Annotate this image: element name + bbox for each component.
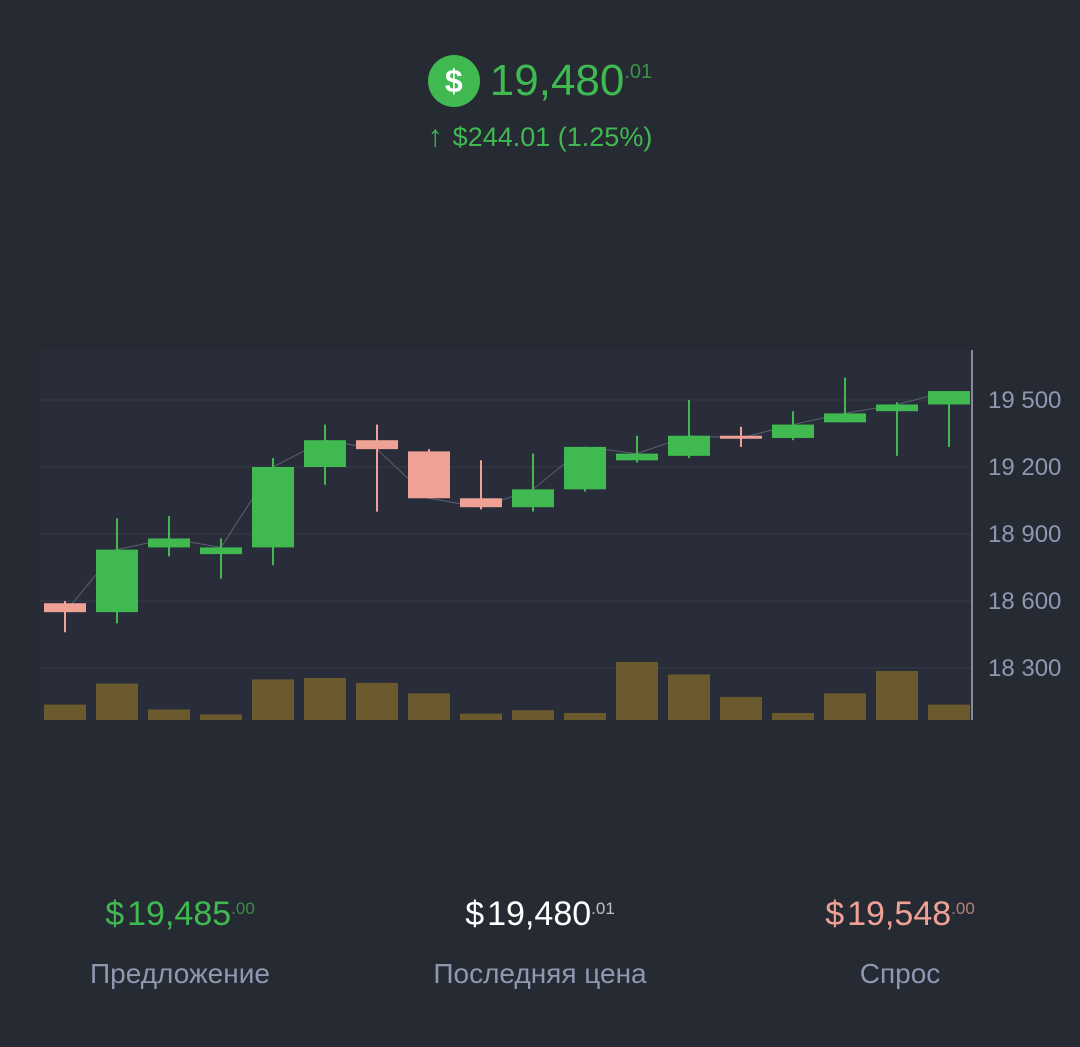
y-tick-label: 18 600 bbox=[988, 588, 1061, 615]
ask-currency: $ bbox=[825, 895, 845, 933]
volume-bar bbox=[876, 671, 918, 720]
volume-bar bbox=[252, 679, 294, 720]
stats-bar: $ 19,485 .00 Предложение $ 19,480 .01 По… bbox=[0, 895, 1080, 1015]
volume-bar bbox=[928, 704, 970, 720]
candle-body bbox=[200, 547, 242, 555]
bid-whole: 19,485 bbox=[127, 895, 232, 933]
bid-label: Предложение bbox=[90, 958, 270, 989]
volume-bar bbox=[668, 674, 710, 720]
bid-cents: .00 bbox=[231, 899, 255, 918]
last-cents: .01 bbox=[591, 899, 615, 918]
candlestick-chart[interactable]: 19 500 19 200 18 900 18 600 18 300 bbox=[0, 340, 1080, 730]
volume-bar bbox=[616, 661, 658, 720]
volume-bar bbox=[304, 678, 346, 720]
candle-body bbox=[616, 453, 658, 461]
candle-body bbox=[44, 603, 86, 613]
volume-bar bbox=[96, 683, 138, 720]
candle-body bbox=[252, 467, 294, 548]
volume-bar bbox=[512, 710, 554, 720]
plot-area bbox=[40, 350, 972, 720]
y-tick-label: 18 900 bbox=[988, 521, 1061, 548]
volume-bar bbox=[824, 693, 866, 720]
price-change-text: $244.01 (1.25%) bbox=[452, 121, 653, 152]
candle-body bbox=[356, 440, 398, 450]
candle-body bbox=[928, 391, 970, 405]
candle-body bbox=[460, 498, 502, 508]
candle-body bbox=[824, 413, 866, 423]
volume-bar bbox=[564, 713, 606, 720]
bid-currency: $ bbox=[105, 895, 125, 933]
candle-body bbox=[668, 435, 710, 456]
arrow-up-icon: ↑ bbox=[427, 120, 443, 153]
volume-bar bbox=[408, 693, 450, 720]
candle-body bbox=[304, 440, 346, 467]
last-price-stat: $ 19,480 .01 Последняя цена bbox=[360, 895, 720, 990]
last-whole: 19,480 bbox=[487, 895, 592, 933]
candle-body bbox=[96, 549, 138, 613]
volume-bar bbox=[200, 714, 242, 720]
volume-bar bbox=[356, 682, 398, 720]
last-price-label: Последняя цена bbox=[433, 958, 647, 989]
volume-bar bbox=[772, 713, 814, 720]
ask-label: Спрос bbox=[859, 958, 941, 989]
bid-stat: $ 19,485 .00 Предложение bbox=[0, 895, 360, 990]
ask-whole: 19,548 bbox=[847, 895, 952, 933]
price-whole: 19,480 bbox=[489, 56, 625, 105]
price-cents: .01 bbox=[624, 61, 653, 83]
candle-body bbox=[408, 451, 450, 499]
price-change: ↑ $244.01 (1.25%) bbox=[0, 120, 1080, 154]
candle-body bbox=[876, 404, 918, 412]
volume-bar bbox=[720, 696, 762, 720]
volume-bar bbox=[460, 713, 502, 720]
y-tick-label: 18 300 bbox=[988, 655, 1061, 682]
candle-body bbox=[512, 489, 554, 508]
price-header: $ 19,480 .01 ↑ $244.01 (1.25%) bbox=[0, 0, 1080, 170]
chart-canvas[interactable]: 19 500 19 200 18 900 18 600 18 300 bbox=[0, 340, 1080, 730]
candle-body bbox=[772, 424, 814, 438]
volume-bar bbox=[148, 709, 190, 720]
bid-value: $ 19,485 .00 bbox=[0, 895, 360, 934]
ask-stat: $ 19,548 .00 Спрос bbox=[720, 895, 1080, 990]
ask-value: $ 19,548 .00 bbox=[720, 895, 1080, 934]
dollar-coin-icon: $ bbox=[427, 55, 480, 107]
candle-body bbox=[720, 435, 762, 439]
close-line bbox=[64, 390, 950, 613]
last-currency: $ bbox=[465, 895, 485, 933]
y-tick-label: 19 500 bbox=[988, 387, 1061, 414]
candle-body bbox=[148, 538, 190, 548]
y-tick-label: 19 200 bbox=[988, 454, 1061, 481]
candle-body bbox=[564, 446, 606, 490]
last-price-value: $ 19,480 .01 bbox=[360, 895, 720, 934]
current-price: $ 19,480 .01 bbox=[0, 55, 1080, 107]
ask-cents: .00 bbox=[951, 899, 975, 918]
volume-bar bbox=[44, 704, 86, 720]
